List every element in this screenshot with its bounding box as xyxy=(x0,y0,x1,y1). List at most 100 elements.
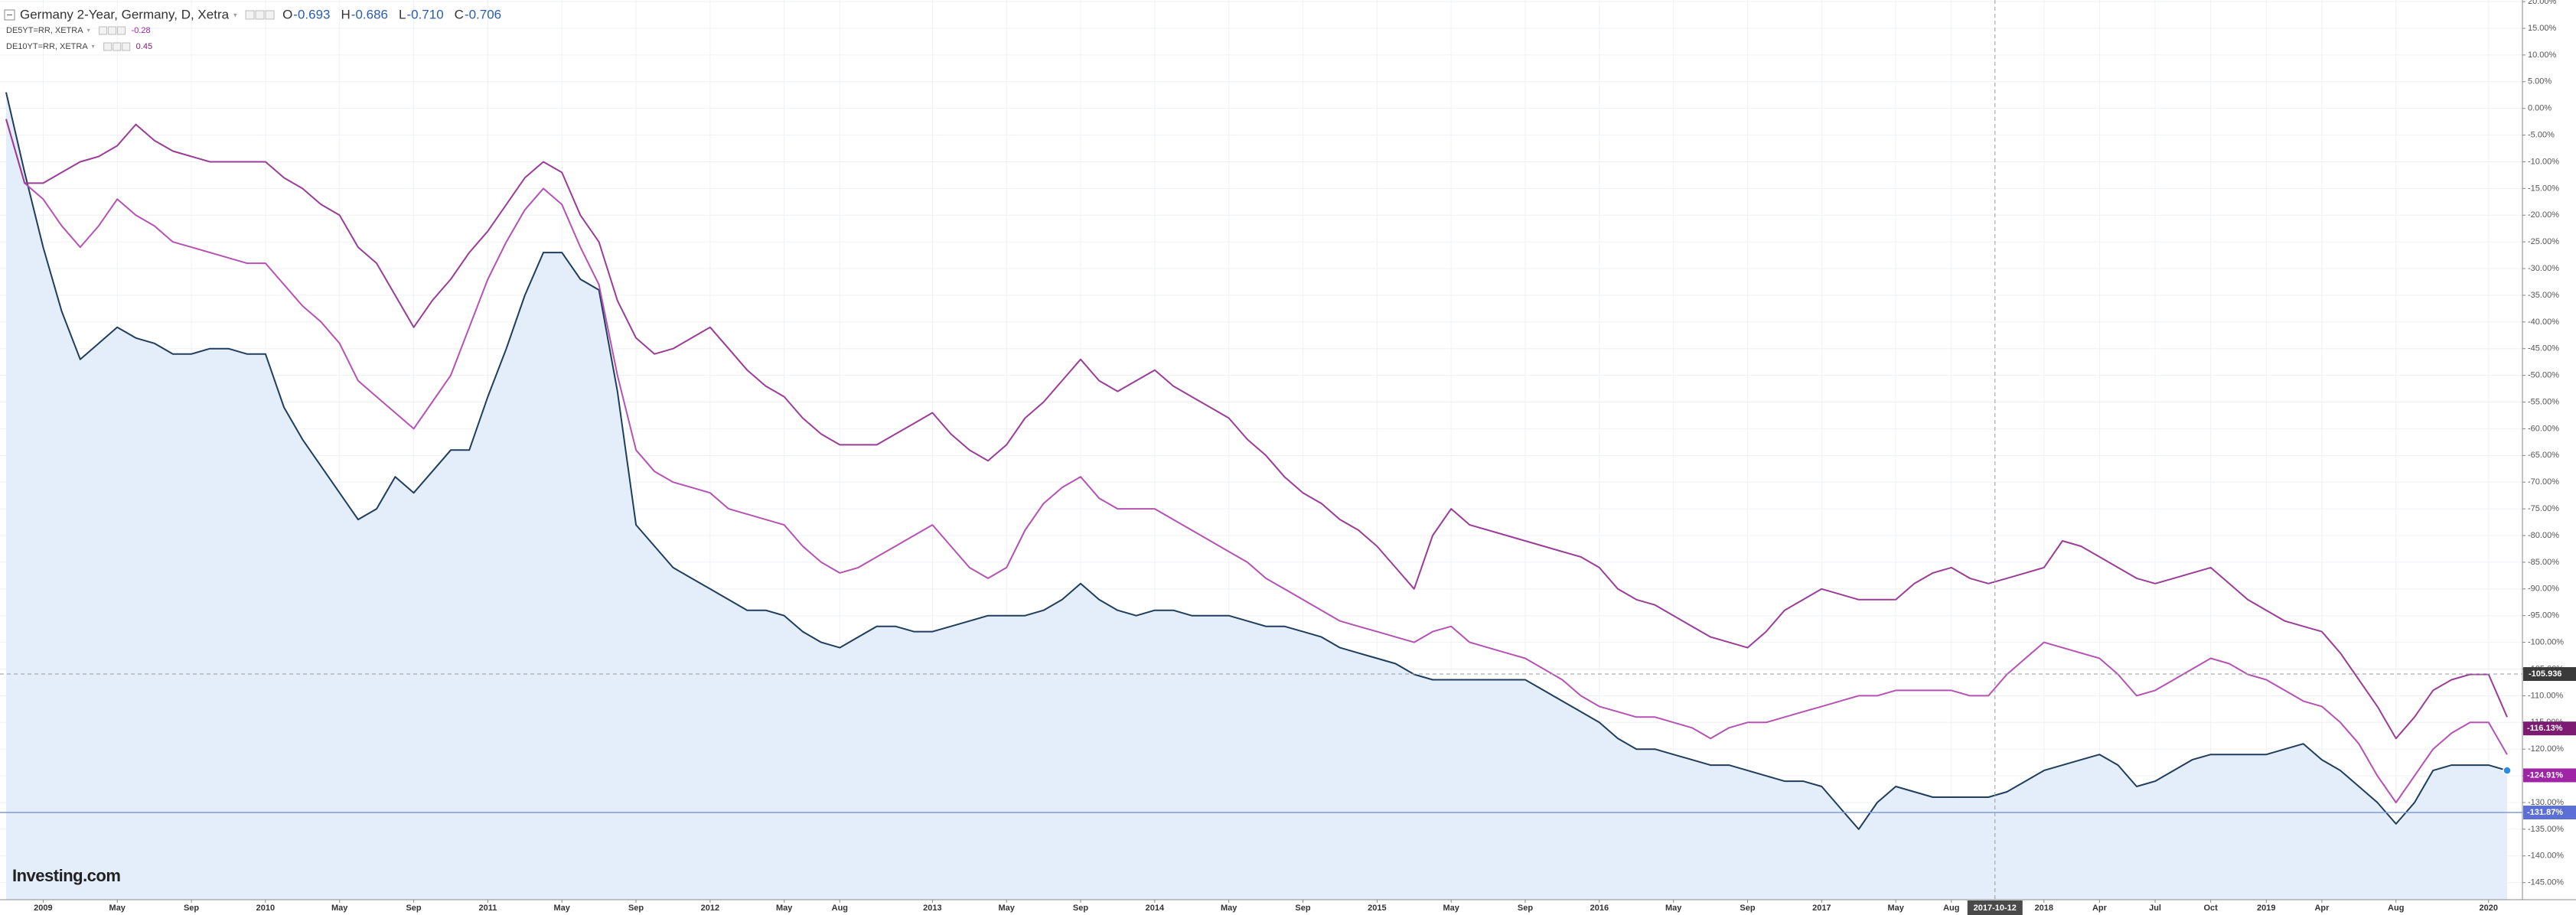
setting-box xyxy=(108,26,117,35)
y-tick-label: -140.00% xyxy=(2528,852,2564,861)
x-tick-label: Sep xyxy=(406,904,421,913)
x-tick-label: 2018 xyxy=(2035,904,2053,913)
y-tick-label: -110.00% xyxy=(2528,691,2563,700)
x-tick-label: Sep xyxy=(628,904,644,913)
x-tick-label: 2012 xyxy=(701,904,719,913)
line xyxy=(5,92,2508,830)
ohlc-value: -0.710 xyxy=(406,7,443,21)
line xyxy=(5,119,2508,803)
chart-title: Germany 2-Year, Germany, D, Xetra xyxy=(20,7,230,21)
y-tick-label: -65.00% xyxy=(2528,451,2559,460)
x-tick-label: Apr xyxy=(2092,904,2108,913)
x-tick-label: May xyxy=(1665,904,1682,913)
legend-name: DE10YT=RR, XETRA xyxy=(6,42,88,51)
ohlc-name: C xyxy=(455,7,464,21)
setting-box xyxy=(255,10,265,20)
x-tick-label: 2020 xyxy=(2480,904,2498,913)
ohlc-name: H xyxy=(341,7,351,21)
y-tick-label: -45.00% xyxy=(2528,344,2559,353)
y-tick-label: -40.00% xyxy=(2528,317,2559,327)
end-dot xyxy=(2503,766,2512,775)
y-tick-label: -10.00% xyxy=(2528,157,2559,166)
crosshair-x-tag xyxy=(1967,900,2023,915)
y-tick-label: -55.00% xyxy=(2528,397,2559,406)
last-value-tag xyxy=(2523,806,2576,820)
x-tick-label: Sep xyxy=(1073,904,1088,913)
y-tick-label: -95.00% xyxy=(2528,611,2559,620)
x-tick-label: 2011 xyxy=(478,904,497,913)
y-tick-label: 10.00% xyxy=(2528,50,2557,60)
ohlc-name: L xyxy=(399,7,406,21)
y-tick-label: -30.00% xyxy=(2528,264,2559,273)
y-tick-label: -120.00% xyxy=(2528,744,2564,754)
setting-box xyxy=(103,42,112,51)
x-tick-label: 2017 xyxy=(1812,904,1831,913)
y-tick-label: -35.00% xyxy=(2528,291,2559,300)
ohlc-name: O xyxy=(282,7,292,21)
dropdown-arrow: ▾ xyxy=(233,11,237,18)
x-tick-label: May xyxy=(776,904,793,913)
watermark: Investing.com xyxy=(12,866,120,885)
y-tick-label: -75.00% xyxy=(2528,504,2559,513)
y-tick-label: -60.00% xyxy=(2528,424,2559,433)
x-tick-label: 2019 xyxy=(2257,904,2275,913)
x-tick-label: 2010 xyxy=(256,904,275,913)
y-tick-label: 20.00% xyxy=(2528,0,2557,6)
x-tick-label: May xyxy=(998,904,1015,913)
last-value-tag xyxy=(2523,721,2576,736)
crosshair-y-tag xyxy=(2523,667,2576,682)
dropdown-arrow: ▾ xyxy=(87,27,90,34)
legend-value: -0.28 xyxy=(132,26,151,35)
setting-box xyxy=(99,26,108,35)
x-tick-label: May xyxy=(331,904,348,913)
last-value-label: -131.87% xyxy=(2527,808,2563,817)
x-tick-label: 2013 xyxy=(923,904,941,913)
ohlc-value: -0.686 xyxy=(351,7,388,21)
y-tick-label: -135.00% xyxy=(2528,825,2564,834)
x-tick-label: Oct xyxy=(2204,904,2219,913)
y-tick-label: -145.00% xyxy=(2528,878,2564,887)
ohlc-value: -0.706 xyxy=(465,7,501,21)
last-value-label: -116.13% xyxy=(2527,724,2563,733)
x-tick-label: 2009 xyxy=(34,904,52,913)
y-tick-label: -90.00% xyxy=(2528,584,2559,594)
setting-box xyxy=(122,42,131,51)
y-tick-label: -25.00% xyxy=(2528,237,2559,246)
y-tick-label: 5.00% xyxy=(2528,77,2552,86)
dropdown-arrow: ▾ xyxy=(92,43,95,50)
x-tick-label: Apr xyxy=(2314,904,2330,913)
x-tick-label: Aug xyxy=(832,904,848,913)
x-tick-label: Aug xyxy=(1943,904,1959,913)
legend-value: 0.45 xyxy=(136,42,152,51)
y-tick-label: -15.00% xyxy=(2528,184,2559,193)
x-tick-label: 2015 xyxy=(1368,904,1386,913)
y-tick-label: -50.00% xyxy=(2528,371,2559,380)
setting-box xyxy=(265,10,275,20)
x-tick-label: Jul xyxy=(2149,904,2161,913)
x-tick-label: 2014 xyxy=(1146,904,1165,913)
setting-box xyxy=(117,26,126,35)
y-tick-label: -85.00% xyxy=(2528,558,2559,567)
x-tick-label: May xyxy=(109,904,126,913)
y-tick-label: -100.00% xyxy=(2528,638,2564,647)
y-tick-label: -20.00% xyxy=(2528,210,2559,220)
x-tick-label: May xyxy=(1887,904,1904,913)
legend: Germany 2-Year, Germany, D, Xetra ▾ O -0.69… xyxy=(4,7,501,885)
x-tick-label: Sep xyxy=(1295,904,1310,913)
legend-name: DE5YT=RR, XETRA xyxy=(6,26,83,35)
y-tick-label: -70.00% xyxy=(2528,477,2559,487)
x-tick-label: May xyxy=(1221,904,1237,913)
last-value-label: -124.91% xyxy=(2527,770,2563,780)
x-tick-label: Sep xyxy=(1740,904,1755,913)
y-tick-label: 0.00% xyxy=(2528,104,2552,113)
plot xyxy=(0,0,2522,900)
x-tick-label: 2016 xyxy=(1590,904,1609,913)
x-tick-label: Sep xyxy=(184,904,199,913)
y-tick-label: -80.00% xyxy=(2528,531,2559,540)
x-tick-label: May xyxy=(1443,904,1459,913)
y-tick-label: 15.00% xyxy=(2528,24,2557,33)
crosshair-x-label: 2017-10-12 xyxy=(1974,904,2017,913)
